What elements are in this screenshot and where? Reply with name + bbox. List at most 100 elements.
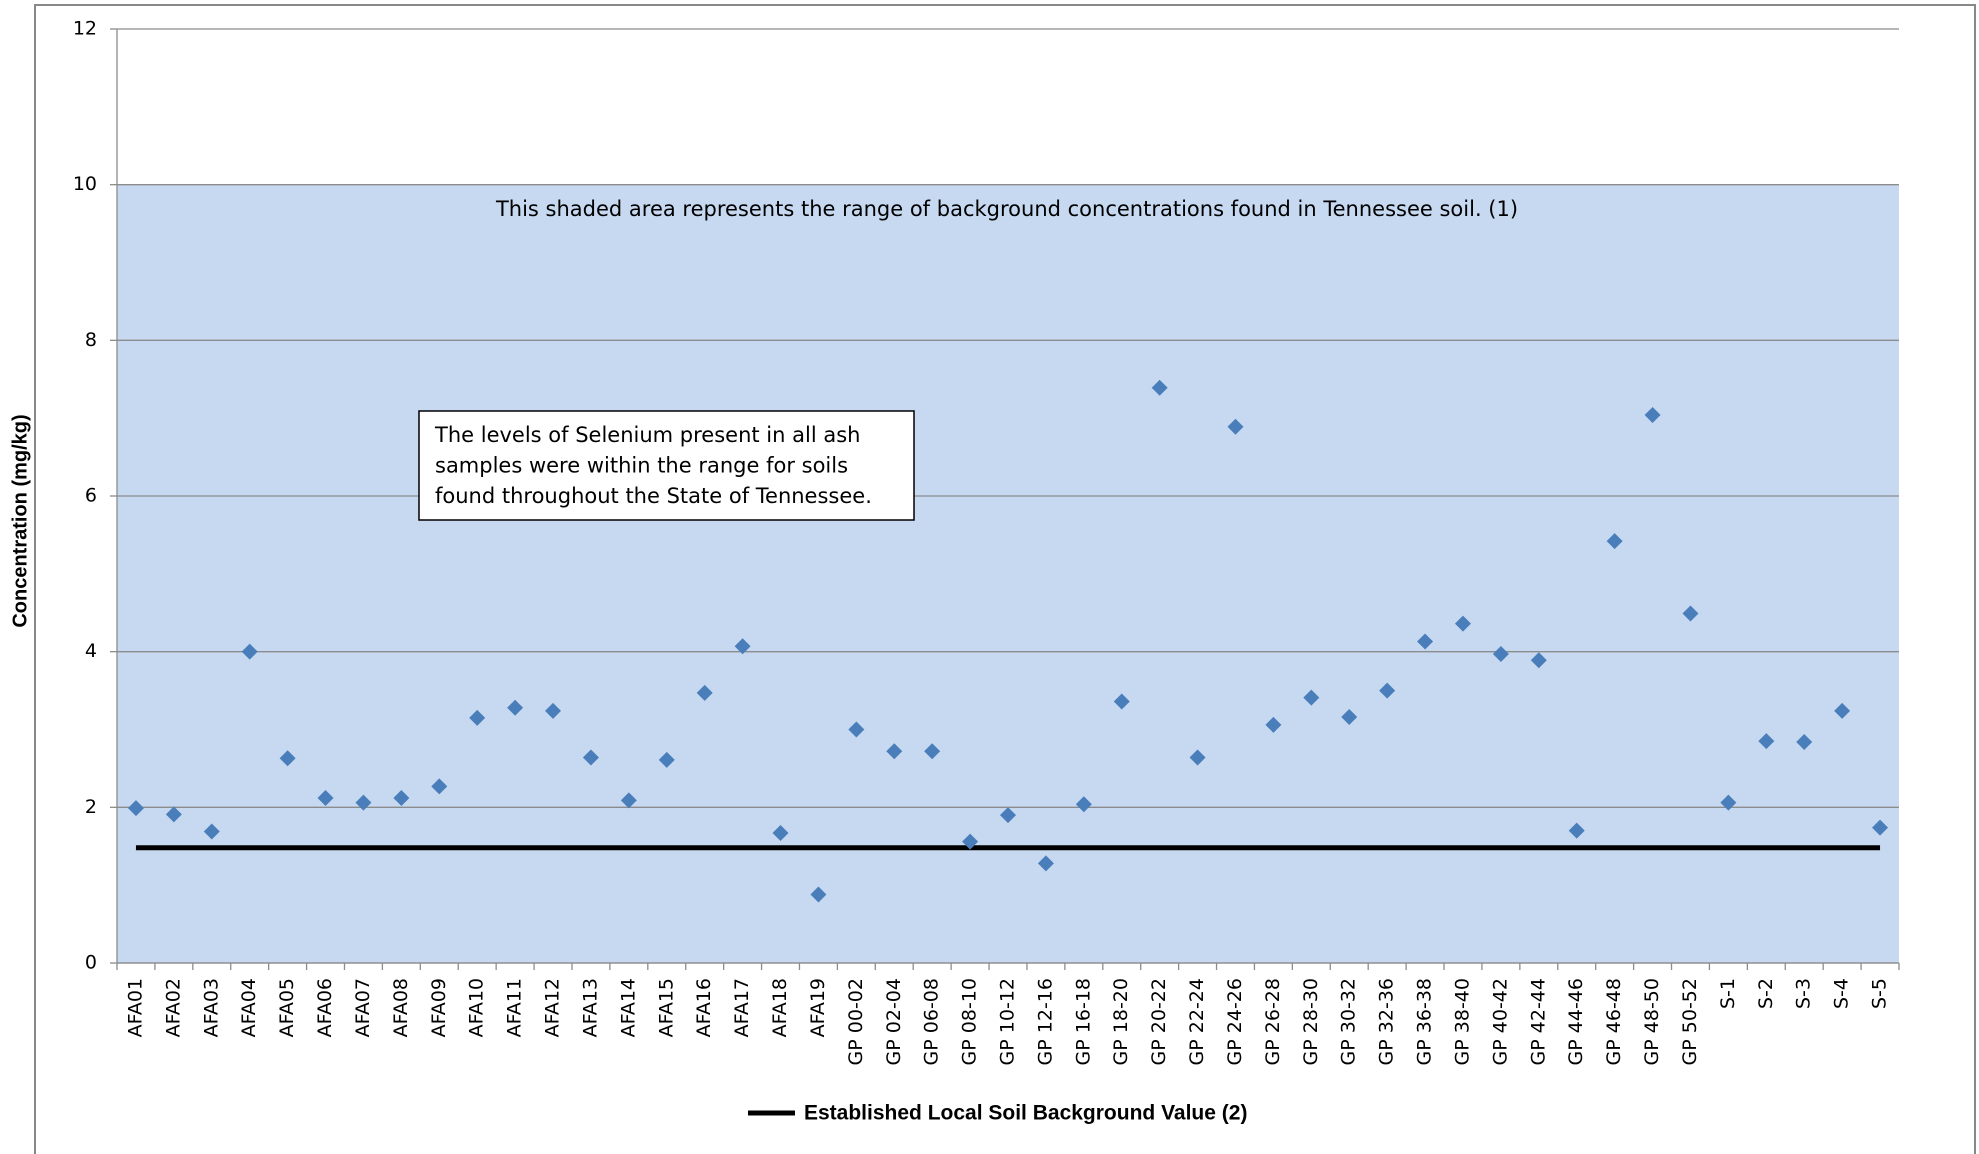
data-point	[620, 792, 637, 809]
y-tick-label: 4	[85, 640, 97, 662]
x-tick-label: AFA06	[314, 978, 336, 1037]
x-tick-label: AFA14	[617, 978, 639, 1037]
data-point	[1189, 749, 1206, 766]
x-tick-label: AFA05	[276, 978, 298, 1037]
x-tick-label: S-1	[1717, 978, 1739, 1009]
annotation-text: samples were within the range for soils	[435, 454, 848, 478]
x-tick-label: AFA16	[693, 978, 715, 1037]
data-point	[1872, 819, 1889, 836]
x-tick-label: GP 06-08	[921, 978, 943, 1065]
x-tick-label: GP 38-40	[1451, 978, 1473, 1065]
data-point	[1530, 652, 1547, 669]
x-tick-label: AFA17	[731, 978, 753, 1037]
data-point	[772, 825, 789, 842]
x-tick-label: AFA03	[200, 978, 222, 1037]
x-tick-label: AFA10	[466, 978, 488, 1037]
chart-frame	[34, 4, 1976, 1154]
data-point	[545, 702, 562, 719]
x-tick-label: GP 22-24	[1186, 978, 1208, 1065]
data-point	[1417, 633, 1434, 650]
x-tick-label: GP 46-48	[1603, 978, 1625, 1065]
data-point	[1265, 716, 1282, 733]
data-point	[1113, 693, 1130, 710]
data-point	[810, 886, 827, 903]
x-tick-label: GP 32-36	[1376, 978, 1398, 1065]
data-point	[241, 643, 258, 660]
x-tick-label: AFA15	[655, 978, 677, 1037]
data-point	[1758, 733, 1775, 750]
data-point	[1341, 709, 1358, 726]
x-tick-label: AFA12	[542, 978, 564, 1037]
x-tick-label: GP 26-28	[1262, 978, 1284, 1065]
x-tick-label: AFA19	[807, 978, 829, 1037]
y-tick-label: 2	[85, 796, 97, 818]
data-point	[1379, 682, 1396, 699]
x-tick-label: AFA08	[390, 978, 412, 1037]
data-point	[1037, 855, 1054, 872]
data-point	[1682, 605, 1699, 622]
data-point	[317, 789, 334, 806]
data-point	[1644, 407, 1661, 424]
data-point	[1000, 807, 1016, 824]
y-tick-label: 10	[73, 173, 97, 195]
x-tick-label: S-4	[1831, 978, 1853, 1009]
data-point	[279, 750, 296, 767]
x-tick-label: AFA07	[352, 978, 374, 1037]
x-tick-label: GP 10-12	[997, 978, 1019, 1065]
data-point	[696, 684, 713, 701]
x-tick-label: S-5	[1869, 978, 1891, 1009]
x-tick-label: AFA04	[238, 978, 260, 1037]
data-point	[848, 721, 865, 738]
data-point	[355, 794, 372, 811]
x-tick-label: AFA13	[579, 978, 601, 1037]
data-point	[1796, 733, 1813, 750]
y-tick-label: 6	[85, 485, 97, 507]
x-tick-label: AFA02	[162, 978, 184, 1037]
x-tick-label: AFA01	[124, 978, 146, 1037]
data-point	[1075, 796, 1092, 813]
annotation-text: The levels of Selenium present in all as…	[434, 423, 860, 447]
x-tick-label: AFA09	[428, 978, 450, 1037]
data-point	[507, 699, 524, 716]
x-tick-label: GP 08-10	[959, 978, 981, 1065]
data-point	[924, 743, 941, 760]
x-tick-label: GP 28-30	[1300, 978, 1322, 1065]
x-tick-label: GP 44-46	[1565, 978, 1587, 1065]
x-tick-label: GP 40-42	[1489, 978, 1511, 1065]
x-tick-label: GP 20-22	[1148, 978, 1170, 1065]
data-point	[1151, 379, 1168, 396]
x-tick-label: GP 48-50	[1641, 978, 1663, 1065]
data-point	[165, 806, 182, 823]
x-tick-label: GP 42-44	[1527, 978, 1549, 1065]
data-point	[734, 638, 751, 655]
x-tick-label: GP 24-26	[1224, 978, 1246, 1065]
shaded-range	[117, 184, 1899, 963]
x-tick-label: GP 12-16	[1034, 978, 1056, 1065]
data-point	[393, 789, 410, 806]
x-tick-label: GP 02-04	[883, 978, 905, 1065]
data-point	[127, 800, 144, 817]
shaded-range-label: This shaded area represents the range of…	[495, 197, 1518, 221]
data-point	[962, 833, 979, 850]
data-point	[1568, 822, 1585, 839]
data-point	[658, 751, 675, 768]
y-tick-label: 0	[85, 952, 97, 974]
data-point	[886, 743, 903, 760]
data-point	[203, 823, 220, 840]
data-point	[582, 749, 599, 766]
y-tick-label: 8	[85, 329, 97, 351]
x-tick-label: GP 00-02	[845, 978, 867, 1065]
x-tick-label: S-2	[1755, 978, 1777, 1009]
data-point	[431, 778, 448, 795]
x-tick-label: S-3	[1793, 978, 1815, 1009]
x-tick-label: GP 36-38	[1414, 978, 1436, 1065]
legend-label: Established Local Soil Background Value …	[804, 1102, 1247, 1125]
data-point	[469, 709, 486, 726]
y-tick-label: 12	[73, 18, 97, 40]
data-point	[1492, 646, 1509, 663]
data-point	[1606, 533, 1623, 550]
data-point	[1303, 689, 1320, 706]
annotation-text: found throughout the State of Tennessee.	[435, 484, 872, 508]
data-point	[1227, 418, 1244, 435]
